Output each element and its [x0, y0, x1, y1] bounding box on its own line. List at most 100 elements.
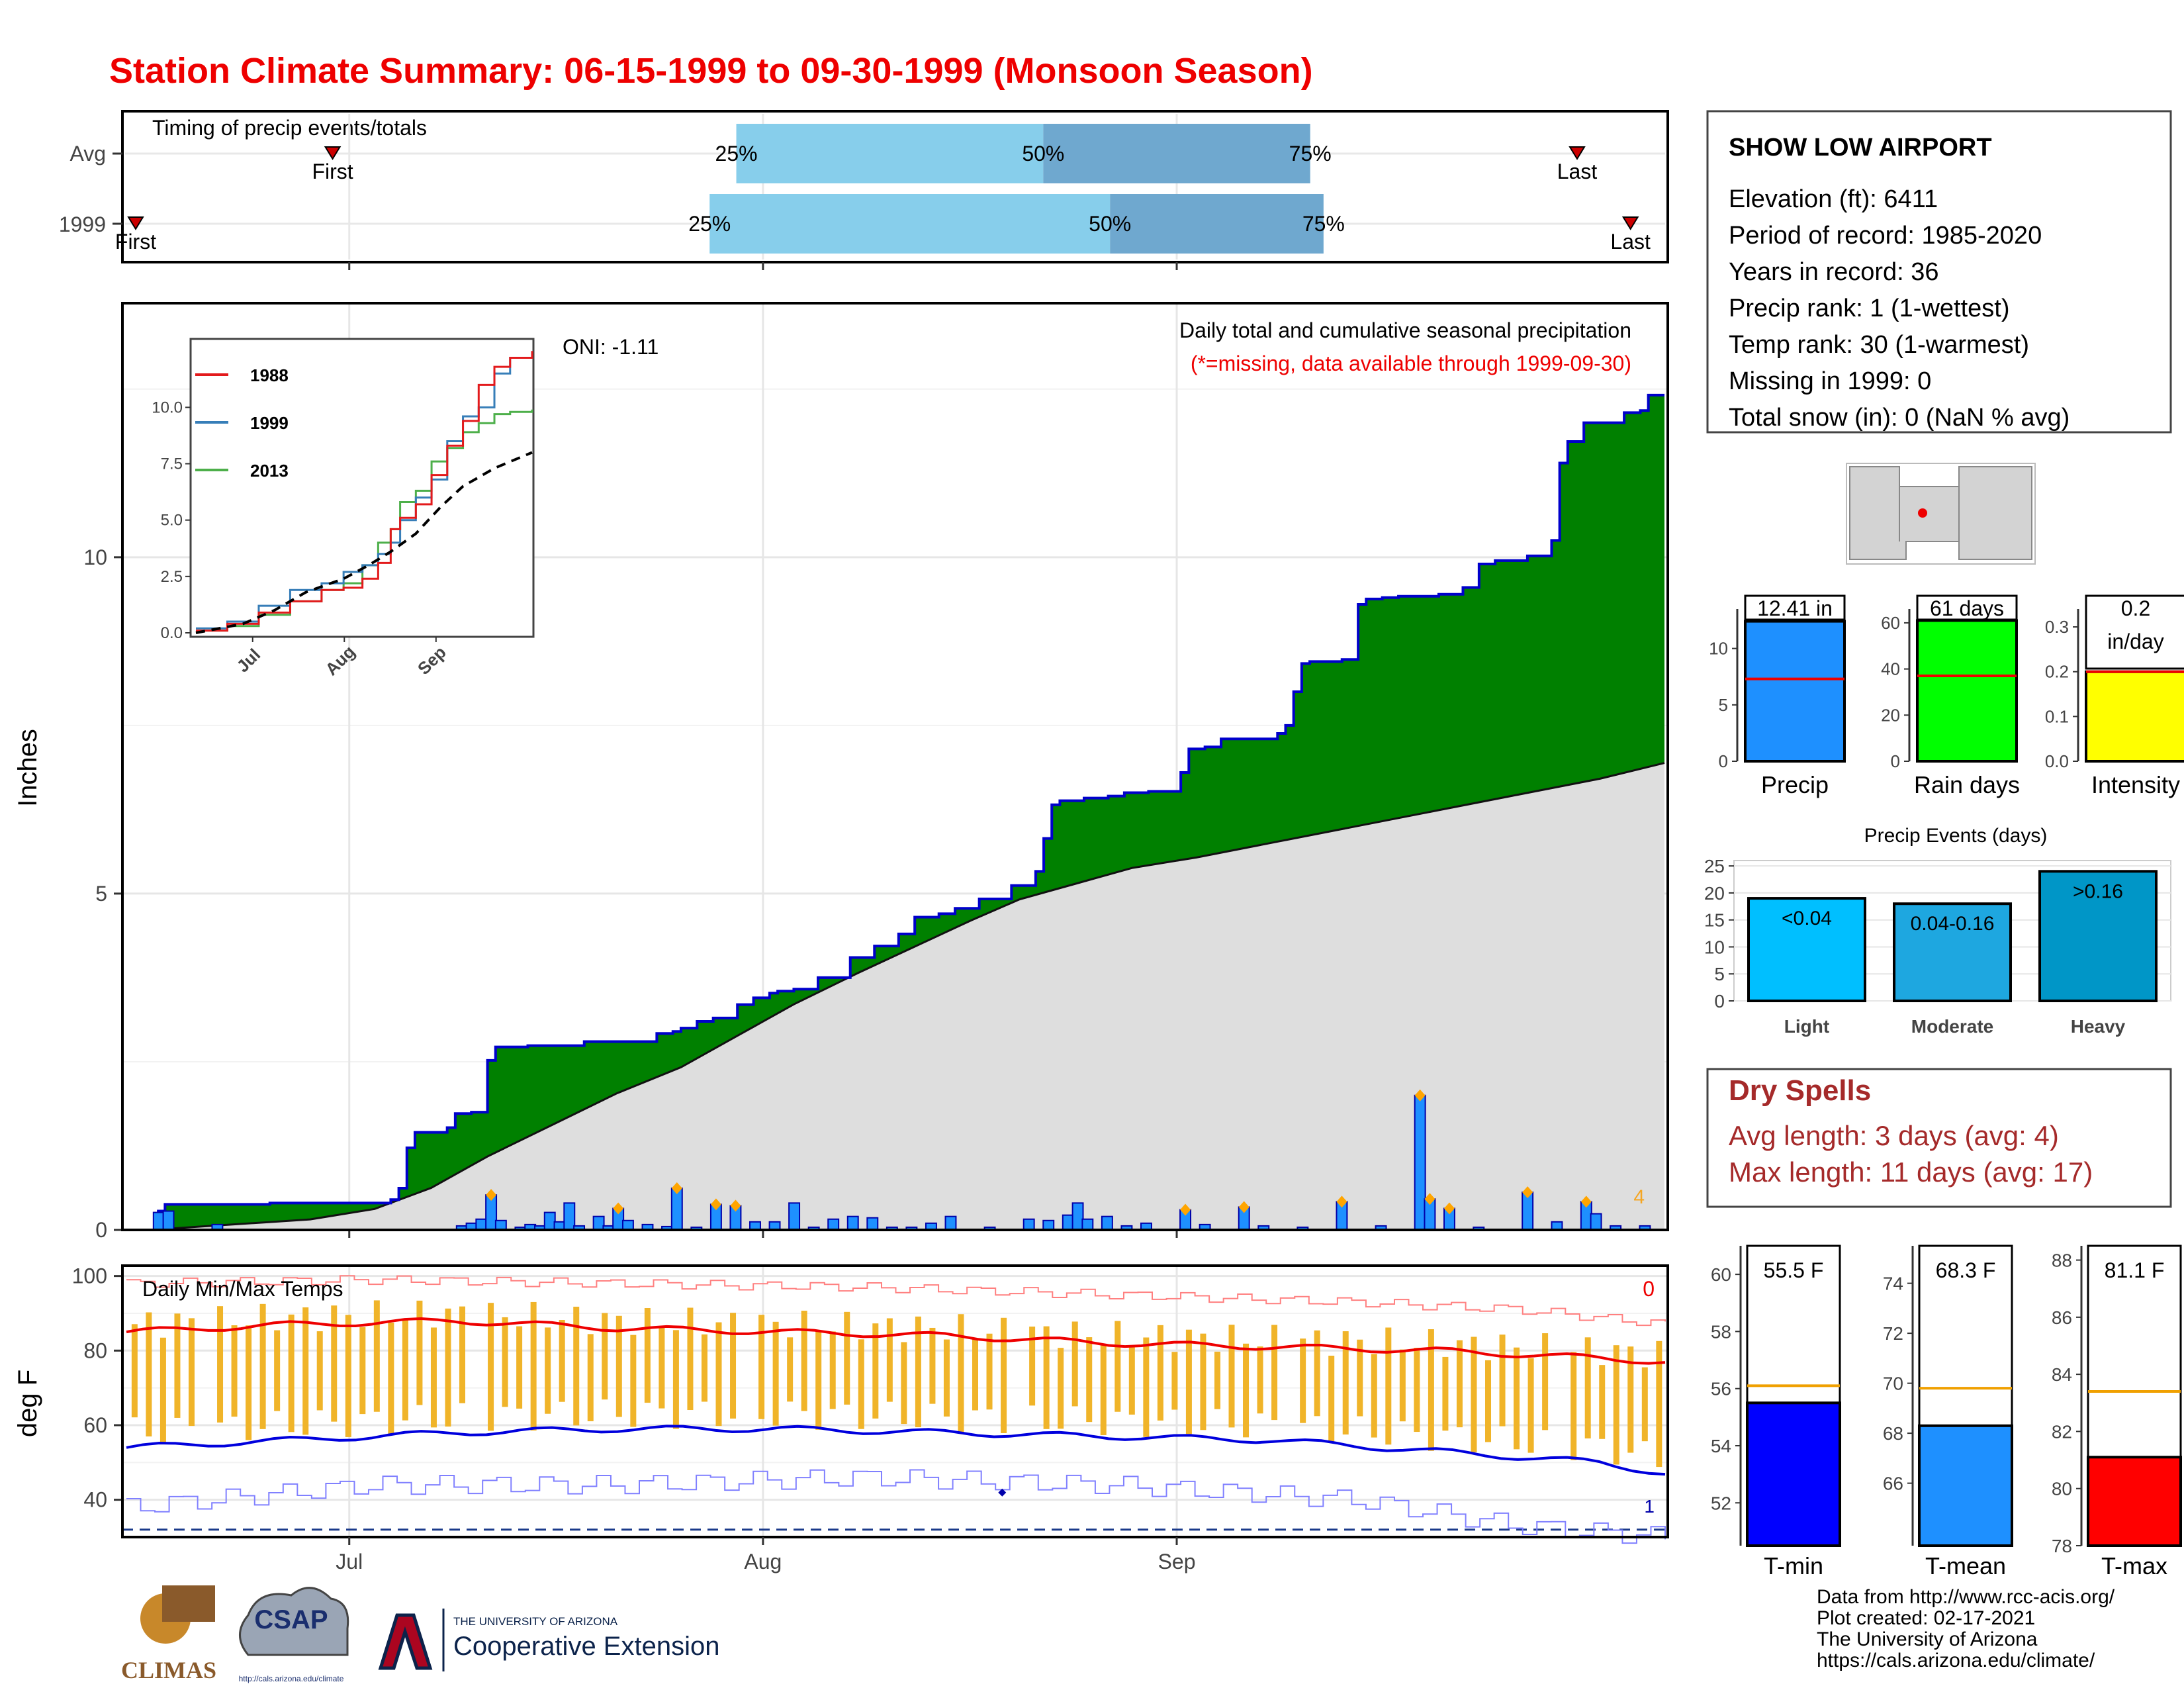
daily-temp-bar — [188, 1318, 195, 1427]
daily-temp-bar — [715, 1322, 722, 1427]
precip-ytick-label: 10 — [83, 545, 107, 569]
daily-temp-bar — [1314, 1330, 1320, 1417]
daily-temp-bar — [1399, 1349, 1406, 1422]
inset-legend-label: 1999 — [250, 413, 289, 433]
mini-value-box — [1744, 594, 1846, 621]
mini-ytick-label: 0 — [1891, 751, 1900, 771]
oni-label: ONI: -1.11 — [563, 335, 659, 359]
timing-panel: Timing of precip events/totals Avg 1999 … — [59, 110, 1669, 270]
temp-mini-ytick-label: 58 — [1711, 1321, 1731, 1342]
daily-temp-bar — [701, 1334, 707, 1402]
daily-precip-bar — [592, 1215, 605, 1231]
daily-temp-bar — [872, 1323, 879, 1419]
logos: CLIMAS CSAP http://cals.arizona.edu/clim… — [121, 1585, 719, 1683]
mini-ytick-label: 20 — [1881, 705, 1900, 725]
timing-last-label: Last — [1610, 230, 1651, 254]
timing-p25-label: 25% — [688, 212, 731, 236]
station-frame — [1706, 110, 2172, 434]
daily-temp-bar — [259, 1303, 266, 1429]
mini-ytick-label: 0.1 — [2045, 706, 2069, 726]
daily-temp-bar — [929, 1327, 936, 1404]
daily-temp-bar — [801, 1311, 807, 1411]
daily-temp-bar — [217, 1306, 224, 1423]
daily-temp-bar — [488, 1303, 494, 1431]
temp-top-count: 0 — [1643, 1277, 1655, 1301]
daily-temp-bar — [901, 1342, 907, 1425]
timing-first-label: First — [312, 160, 353, 183]
daily-temp-bar — [388, 1323, 394, 1435]
daily-temp-bar — [1627, 1346, 1634, 1453]
timing-label: Timing of precip events/totals — [152, 116, 427, 140]
mini-ytick-label: 5 — [1719, 695, 1728, 715]
daily-precip-marker — [1336, 1196, 1347, 1208]
daily-temp-bar — [1599, 1365, 1606, 1439]
daily-precip-bar — [543, 1211, 556, 1231]
mini-ytick-label: 0.2 — [2045, 662, 2069, 682]
temp-mini-ytick-label: 60 — [1711, 1264, 1731, 1285]
mini-value-text: 12.41 in — [1757, 596, 1833, 620]
daily-temp-bar — [615, 1315, 622, 1417]
temp-xtick-label: Jul — [336, 1550, 363, 1573]
temp-mini-bar-t-min — [1746, 1401, 1841, 1547]
daily-temp-bar — [159, 1337, 166, 1443]
daily-temp-bar — [644, 1308, 651, 1403]
mini-ytick-label: 0.3 — [2045, 617, 2069, 637]
daily-temp-bar — [1485, 1360, 1492, 1442]
daily-temp-bar — [416, 1300, 423, 1405]
timing-first-marker — [324, 146, 341, 160]
daily-precip-bar — [1414, 1094, 1426, 1231]
timing-bar-25-50 — [709, 194, 1111, 254]
daily-precip-bar — [475, 1218, 488, 1231]
station-info-line: Total snow (in): 0 (NaN % avg) — [1729, 404, 2070, 432]
daily-precip-marker — [1424, 1193, 1435, 1205]
daily-temp-bar — [1228, 1325, 1235, 1428]
daily-precip-bar — [944, 1215, 957, 1231]
daily-precip-bar — [494, 1219, 507, 1231]
daily-temp-bar — [402, 1318, 408, 1421]
daily-temp-bar — [1357, 1339, 1363, 1417]
daily-temp-bar — [1071, 1321, 1078, 1407]
average-min-line — [126, 1425, 1666, 1476]
daily-temp-bar — [231, 1325, 238, 1417]
daily-temp-bar — [972, 1338, 979, 1411]
station-info-line: Period of record: 1985-2020 — [1729, 222, 2042, 250]
timing-last-marker — [1569, 146, 1586, 160]
daily-temp-bar — [787, 1337, 794, 1402]
daily-temp-bar — [1442, 1356, 1449, 1431]
daily-temp-bar — [573, 1306, 580, 1426]
daily-temp-bar — [958, 1314, 964, 1433]
daily-temp-bar — [630, 1335, 637, 1427]
daily-precip-bar — [846, 1215, 859, 1231]
timing-first-label: First — [115, 230, 156, 254]
inset-ytick-label: 2.5 — [161, 568, 183, 586]
temp-mini-ytick-label: 80 — [2052, 1479, 2072, 1499]
daily-temp-bar — [1542, 1333, 1549, 1430]
daily-temp-bar — [559, 1320, 565, 1402]
daily-temp-bar — [1641, 1367, 1648, 1442]
timing-p25-label: 25% — [715, 142, 758, 165]
daily-precip-bar — [788, 1202, 801, 1231]
daily-precip-marker — [1238, 1201, 1250, 1213]
daily-temp-bar — [587, 1334, 594, 1422]
mini-value-box — [1916, 594, 2018, 621]
daily-temp-bar — [1371, 1354, 1377, 1438]
csap-logo-text: CSAP — [254, 1605, 328, 1634]
temp-mini-ytick-label: 72 — [1883, 1323, 1903, 1344]
temp-mini-ytick-label: 86 — [2052, 1307, 2072, 1328]
average-max-line — [126, 1317, 1666, 1365]
daily-temp-bar — [246, 1325, 252, 1440]
events-bar-label: >0.16 — [2073, 880, 2123, 902]
inset-legend-label: 1988 — [250, 365, 289, 385]
daily-temp-bar — [1214, 1351, 1220, 1409]
temp-mini-label: T-max — [2101, 1552, 2167, 1579]
daily-temp-bar — [316, 1331, 323, 1411]
daily-temp-bar — [174, 1313, 181, 1418]
average-cumulative-line — [148, 762, 1665, 1231]
mini-bar-precip — [1744, 620, 1846, 763]
daily-temp-bar — [516, 1326, 523, 1409]
ua-big-text: Cooperative Extension — [453, 1632, 719, 1661]
daily-temp-bar — [373, 1300, 380, 1412]
daily-temp-bar — [1115, 1321, 1121, 1412]
daily-temp-bar — [815, 1331, 822, 1430]
daily-temp-bar — [131, 1324, 138, 1418]
